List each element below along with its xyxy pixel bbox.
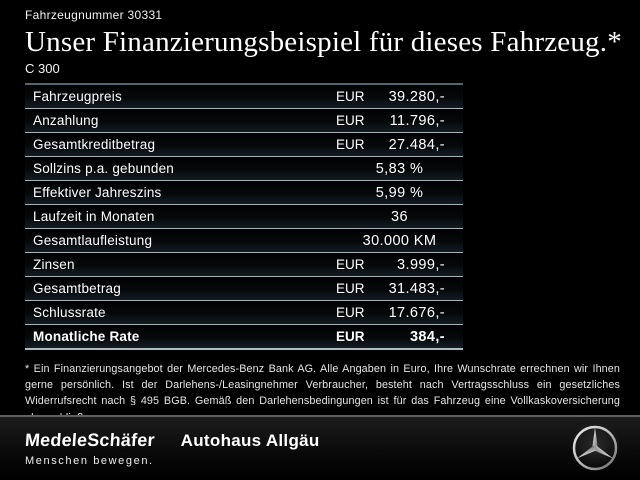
- dealer-logo-secondary: Autohaus Allgäu: [180, 431, 320, 450]
- row-value: 27.484,-: [388, 136, 445, 153]
- header: Fahrzeugnummer 30331 Unser Finanzierungs…: [0, 0, 640, 76]
- row-label: Gesamtlaufleistung: [33, 233, 153, 248]
- row-label: Sollzins p.a. gebunden: [33, 161, 175, 176]
- table-row: Anzahlung EUR 11.796,-: [25, 109, 463, 133]
- finance-table: Fahrzeugpreis EUR 39.280,- Anzahlung EUR 11.7…: [25, 83, 463, 350]
- row-currency: EUR: [336, 257, 365, 272]
- row-label: Schlussrate: [33, 305, 106, 320]
- row-currency: EUR: [336, 89, 365, 104]
- table-row: Fahrzeugpreis EUR 39.280,-: [25, 85, 463, 109]
- table-row: Laufzeit in Monaten 36: [25, 205, 463, 229]
- table-row: Effektiver Jahreszins 5,99 %: [25, 181, 463, 205]
- row-label: Fahrzeugpreis: [33, 89, 122, 104]
- row-value: 30.000 KM: [362, 232, 437, 249]
- row-label: Effektiver Jahreszins: [33, 185, 162, 200]
- page-title: Unser Finanzierungsbeispiel für dieses F…: [25, 26, 622, 58]
- table-row: Schlussrate EUR 17.676,-: [25, 301, 463, 325]
- table-row: Gesamtkreditbetrag EUR 27.484,-: [25, 133, 463, 157]
- row-value: 17.676,-: [388, 304, 445, 321]
- mercedes-star-icon: [570, 423, 620, 473]
- row-value: 36: [391, 208, 408, 225]
- row-value: 5,99 %: [375, 184, 424, 201]
- row-currency: EUR: [336, 281, 365, 296]
- row-value: 31.483,-: [388, 280, 445, 297]
- dealer-logo-primary: MedeleSchäfer: [24, 430, 156, 450]
- table-row: Gesamtbetrag EUR 31.483,-: [25, 277, 463, 301]
- vehicle-number: Fahrzeugnummer 30331: [25, 8, 163, 22]
- footer: MedeleSchäfer Autohaus Allgäu Menschen b…: [0, 415, 640, 480]
- row-label: Anzahlung: [33, 113, 99, 128]
- table-row: Zinsen EUR 3.999,-: [25, 253, 463, 277]
- table-row: Sollzins p.a. gebunden 5,83 %: [25, 157, 463, 181]
- row-value: 5,83 %: [375, 160, 424, 177]
- row-label: Laufzeit in Monaten: [33, 209, 155, 224]
- dealer-logos: MedeleSchäfer Autohaus Allgäu: [24, 430, 320, 451]
- row-currency: EUR: [336, 305, 365, 320]
- table-row: Gesamtlaufleistung 30.000 KM: [25, 229, 463, 253]
- row-value: 3.999,-: [397, 256, 445, 273]
- row-label: Gesamtbetrag: [33, 281, 121, 296]
- row-currency: EUR: [336, 137, 365, 152]
- row-currency: EUR: [336, 113, 365, 128]
- row-currency: EUR: [336, 329, 365, 344]
- row-value: 11.796,-: [389, 112, 445, 129]
- dealer-tagline: Menschen bewegen.: [25, 455, 154, 467]
- row-label: Monatliche Rate: [33, 329, 140, 344]
- row-value: 384,-: [409, 328, 445, 345]
- row-label: Gesamtkreditbetrag: [33, 137, 156, 152]
- row-label: Zinsen: [33, 257, 75, 272]
- row-value: 39.280,-: [388, 88, 445, 105]
- vehicle-model: C 300: [25, 61, 60, 76]
- dealer-branding: MedeleSchäfer Autohaus Allgäu Menschen b…: [24, 430, 320, 467]
- table-row: Monatliche Rate EUR 384,-: [25, 325, 463, 350]
